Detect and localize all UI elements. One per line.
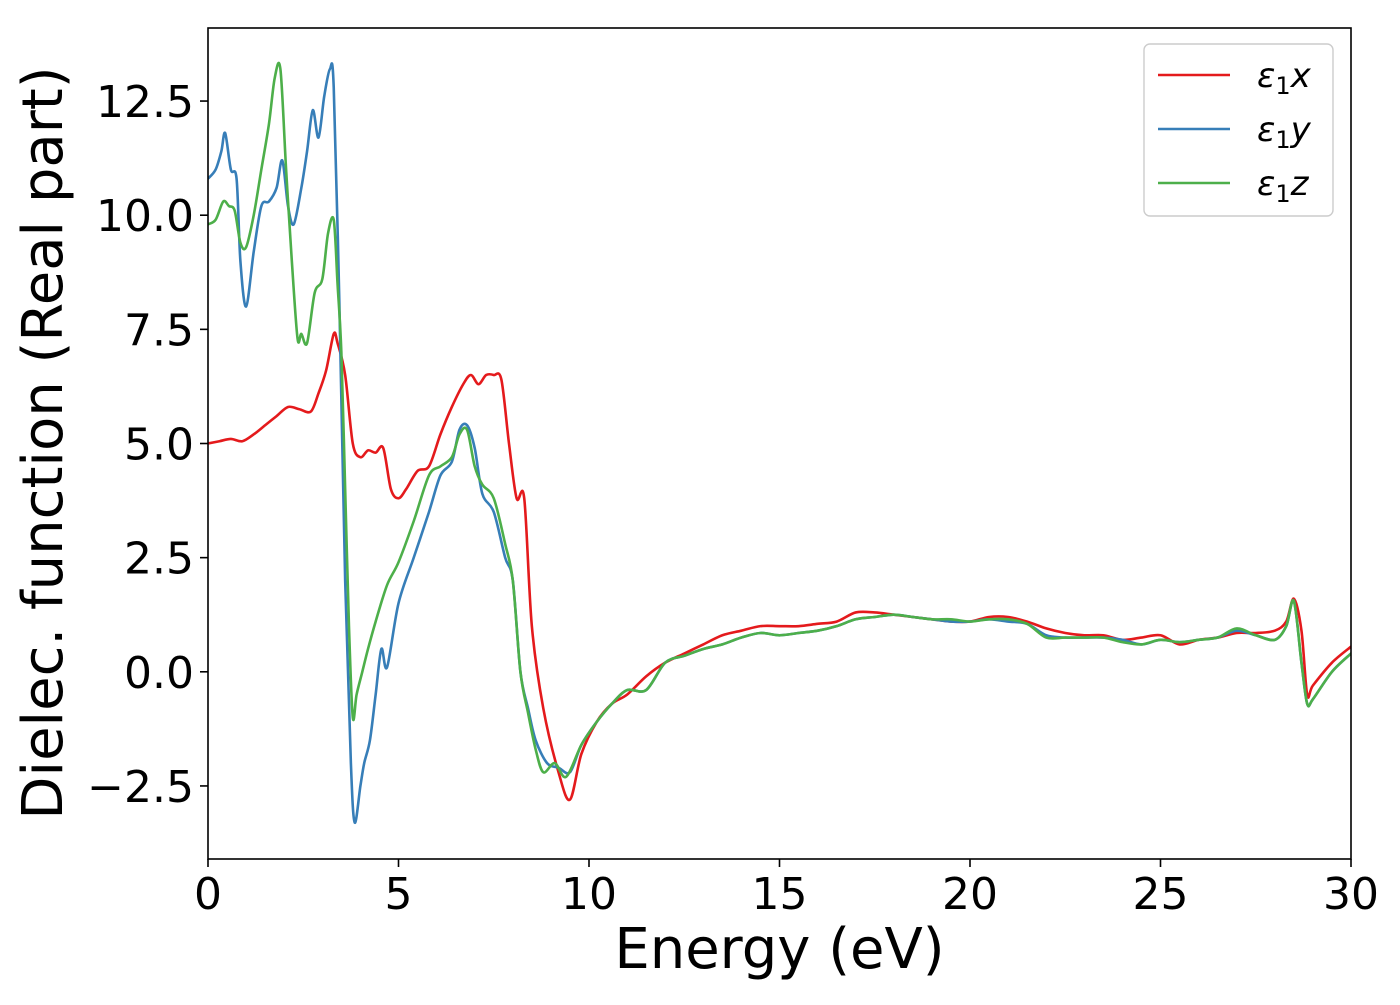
y-tick-label: −2.5 [87, 762, 194, 813]
x-tick-label: 10 [561, 869, 617, 920]
legend-label-1: ε1x [1257, 56, 1312, 100]
series-layer [208, 61, 1351, 824]
x-tick-label: 5 [385, 869, 413, 920]
y-tick-label: 10.0 [96, 191, 194, 242]
legend-box [1143, 43, 1334, 217]
series-line-3 [208, 61, 1351, 779]
x-tick-label: 15 [752, 869, 808, 920]
legend: ε1x ε1y ε1z [1143, 43, 1334, 217]
y-axis-title: Dielec. function (Real part) [11, 66, 76, 819]
x-axis-title: Energy (eV) [614, 917, 944, 982]
y-tick-label: 0.0 [124, 648, 194, 699]
y-tick-label: 5.0 [124, 420, 194, 471]
x-tick-label: 30 [1323, 869, 1379, 920]
x-axis-ticks: 0 5 10 15 20 25 30 [194, 859, 1379, 920]
x-tick-label: 20 [942, 869, 998, 920]
y-tick-label: 12.5 [96, 77, 194, 128]
legend-label-3: ε1z [1257, 164, 1310, 208]
legend-label-2: ε1y [1257, 110, 1312, 154]
series-line-1 [208, 331, 1351, 802]
x-tick-label: 25 [1133, 869, 1189, 920]
x-tick-label: 0 [194, 869, 222, 920]
y-tick-label: 7.5 [124, 305, 194, 356]
legend-items: ε1x ε1y ε1z [1158, 56, 1312, 208]
y-axis-ticks: −2.5 0.0 2.5 5.0 7.5 10.0 12.5 [87, 77, 208, 813]
y-tick-label: 2.5 [124, 534, 194, 585]
